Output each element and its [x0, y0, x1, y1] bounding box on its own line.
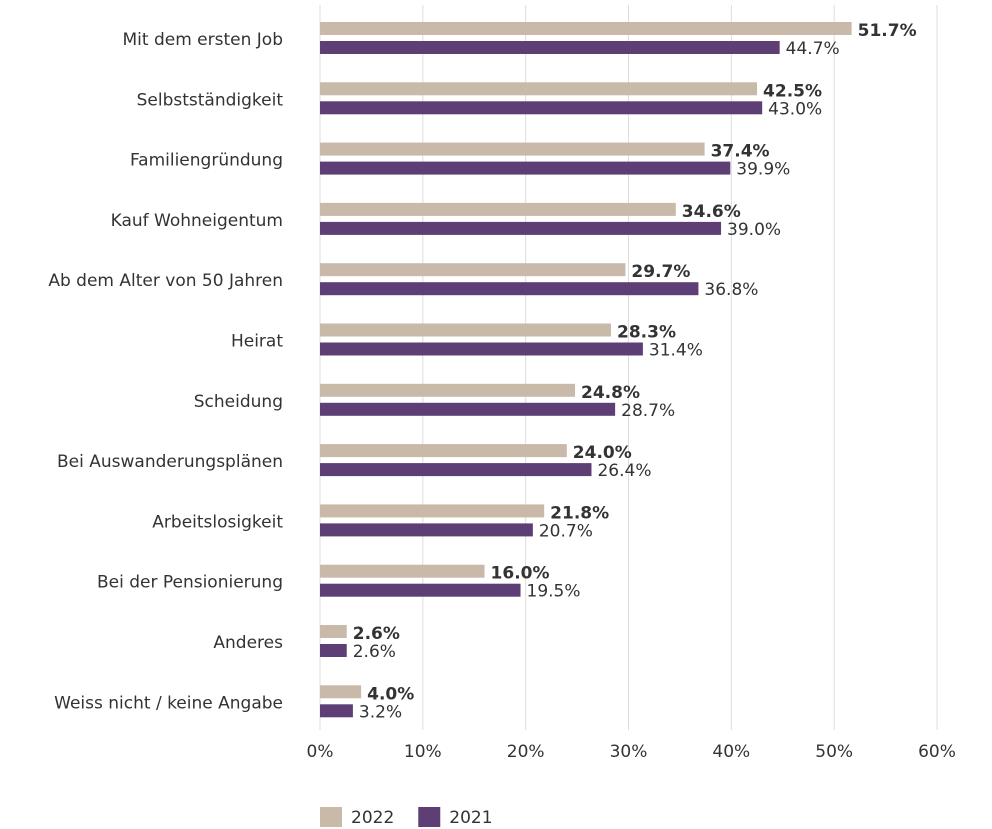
category-label: Familiengründung	[130, 151, 283, 171]
category-label: Weiss nicht / keine Angabe	[54, 693, 283, 713]
bar	[320, 463, 592, 477]
value-label: 39.0%	[727, 220, 781, 240]
bar	[320, 444, 567, 458]
value-label: 42.5%	[763, 81, 822, 101]
bar	[320, 583, 521, 597]
value-label: 24.0%	[573, 443, 632, 463]
bar	[320, 263, 626, 277]
value-label: 39.9%	[736, 160, 790, 180]
value-label: 3.2%	[359, 702, 402, 722]
category-label: Selbstständigkeit	[137, 90, 284, 110]
bar	[320, 221, 722, 235]
x-tick-label: 30%	[610, 742, 648, 762]
bar	[320, 685, 362, 699]
bar	[320, 564, 485, 578]
value-label: 29.7%	[631, 262, 690, 282]
category-label: Bei Auswanderungsplänen	[57, 452, 283, 472]
x-tick-label: 20%	[507, 742, 545, 762]
bar	[320, 523, 533, 537]
x-tick-label: 40%	[712, 742, 750, 762]
value-label: 2.6%	[353, 642, 396, 662]
value-label: 44.7%	[786, 39, 840, 59]
category-label: Scheidung	[194, 392, 283, 412]
category-label: Anderes	[213, 633, 283, 653]
bar	[320, 22, 852, 35]
value-label: 28.7%	[621, 401, 675, 421]
category-label: Ab dem Alter von 50 Jahren	[48, 271, 283, 291]
bar	[320, 82, 758, 96]
bar	[320, 383, 576, 397]
bar	[320, 282, 699, 296]
value-label: 36.8%	[704, 280, 758, 300]
value-label: 19.5%	[527, 582, 581, 602]
bar	[320, 342, 643, 356]
value-label: 31.4%	[649, 341, 703, 361]
value-label: 51.7%	[858, 21, 917, 41]
category-label: Heirat	[231, 332, 283, 352]
bar	[320, 625, 347, 638]
bar	[320, 41, 780, 54]
value-label: 4.0%	[367, 684, 414, 704]
legend-swatch	[418, 807, 441, 827]
legend-label: 2021	[449, 808, 492, 828]
bar	[320, 504, 545, 518]
category-label: Mit dem ersten Job	[123, 30, 284, 50]
x-tick-label: 0%	[307, 742, 334, 762]
bar	[320, 142, 705, 156]
value-label: 26.4%	[597, 461, 651, 481]
legend-label: 2022	[351, 808, 394, 828]
value-label: 16.0%	[491, 564, 550, 584]
bar	[320, 323, 612, 337]
value-label: 20.7%	[539, 521, 593, 541]
bar	[320, 101, 763, 115]
value-label: 34.6%	[682, 202, 741, 222]
value-label: 21.8%	[550, 503, 609, 523]
value-label: 24.8%	[581, 383, 640, 403]
category-label: Bei der Pensionierung	[97, 573, 283, 593]
x-tick-label: 60%	[918, 742, 956, 762]
legend-swatch	[320, 807, 342, 827]
x-tick-label: 50%	[815, 742, 853, 762]
category-label: Kauf Wohneigentum	[111, 211, 283, 231]
value-label: 37.4%	[711, 142, 770, 162]
bar	[320, 644, 347, 657]
category-label: Arbeitslosigkeit	[152, 512, 283, 532]
value-label: 43.0%	[768, 99, 822, 119]
value-label: 28.3%	[617, 323, 676, 343]
bar	[320, 161, 731, 175]
bar	[320, 704, 353, 718]
bar	[320, 202, 676, 216]
bar	[320, 402, 616, 416]
value-label: 2.6%	[353, 624, 400, 644]
x-tick-label: 10%	[404, 742, 442, 762]
